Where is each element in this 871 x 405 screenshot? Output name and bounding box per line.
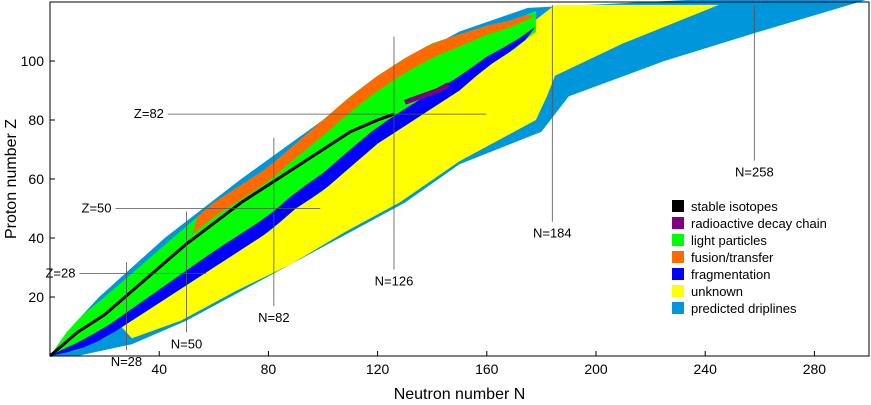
legend-label: fusion/transfer [691,250,774,265]
y-tick-label: 40 [28,230,44,246]
magic-n-label: N=184 [533,226,572,241]
legend-label: stable isotopes [691,199,778,214]
y-tick-label: 80 [28,112,44,128]
magic-n-label: N=258 [735,165,774,180]
magic-z-label: Z=50 [82,201,112,216]
y-axis-ticks: 20 40 60 80 100 [21,53,55,305]
legend-swatch [672,268,684,280]
x-tick-label: 120 [366,361,390,377]
legend-swatch [672,234,684,246]
legend: stable isotopes radioactive decay chain li… [672,199,827,316]
x-tick-label: 160 [475,361,499,377]
legend-swatch [672,217,684,229]
magic-n-label: N=126 [375,274,414,289]
magic-number-lines: Z=28 Z=50 Z=82 N=28 N=50 N=82 N=126 N=184 N=258 [45,4,774,369]
fragmentation-region [50,26,536,357]
magic-n-label: N=50 [171,336,202,351]
x-tick-label: 200 [584,361,608,377]
y-tick-label: 20 [28,289,44,305]
legend-swatch [672,251,684,263]
x-tick-label: 240 [694,361,718,377]
x-tick-label: 280 [803,361,827,377]
magic-z-label: Z=82 [134,106,164,121]
magic-z-label: Z=28 [45,265,75,280]
magic-n-label: N=82 [258,310,289,325]
y-tick-label: 100 [21,53,45,69]
magic-n-label: N=28 [111,354,142,369]
x-tick-label: 80 [261,361,277,377]
legend-label: unknown [691,284,743,299]
y-axis-title: Proton number Z [3,119,20,239]
y-tick-label: 60 [28,171,44,187]
legend-swatch [672,285,684,297]
legend-label: light particles [691,233,767,248]
x-axis-title: Neutron number N [394,386,526,403]
legend-label: predicted driplines [691,301,797,316]
legend-label: fragmentation [691,267,771,282]
legend-label: radioactive decay chain [691,216,827,231]
decay-chain-line [404,82,450,105]
x-axis-ticks: 40 80 120 160 200 240 280 [151,351,826,377]
legend-swatch [672,200,684,212]
stable-isotopes-line [49,112,395,358]
unknown-region [104,4,719,339]
light-particles-region [50,10,536,357]
x-tick-label: 40 [151,361,167,377]
legend-swatch [672,302,684,314]
chart-regions [49,0,866,358]
